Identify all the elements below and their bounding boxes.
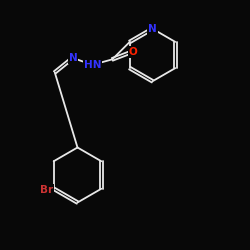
Text: Br: Br — [40, 185, 53, 195]
Text: HN: HN — [84, 60, 101, 70]
Text: O: O — [129, 47, 138, 57]
Text: N: N — [69, 53, 78, 63]
Text: N: N — [148, 24, 157, 34]
